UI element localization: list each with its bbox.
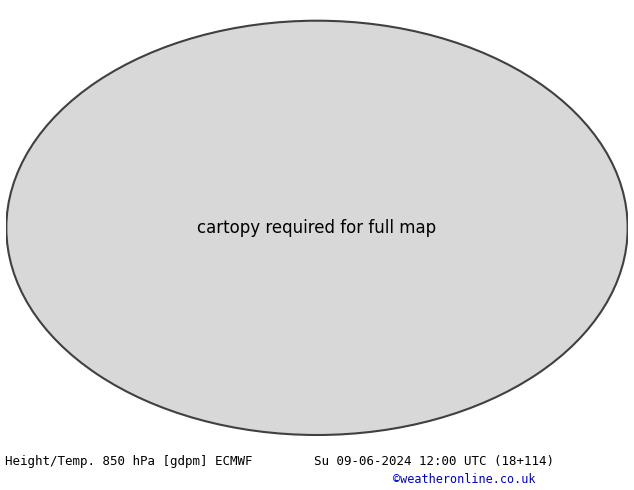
Ellipse shape xyxy=(6,21,628,435)
Text: cartopy required for full map: cartopy required for full map xyxy=(197,219,437,237)
Text: Height/Temp. 850 hPa [gdpm] ECMWF: Height/Temp. 850 hPa [gdpm] ECMWF xyxy=(5,455,252,468)
Text: ©weatheronline.co.uk: ©weatheronline.co.uk xyxy=(393,473,536,486)
Text: Su 09-06-2024 12:00 UTC (18+114): Su 09-06-2024 12:00 UTC (18+114) xyxy=(314,455,554,468)
